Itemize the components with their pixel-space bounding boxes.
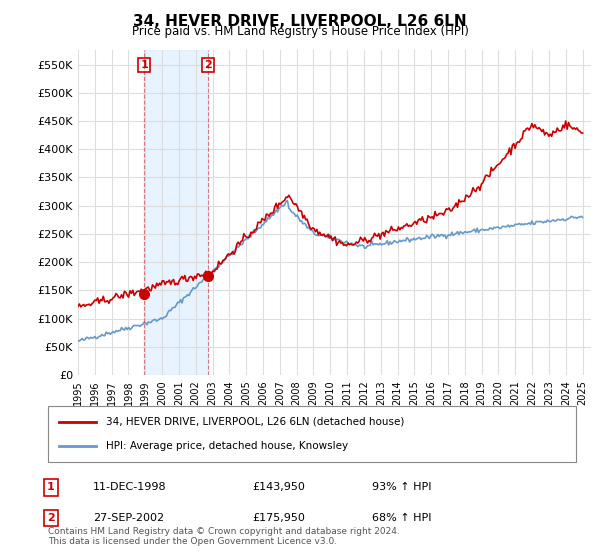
Text: 34, HEVER DRIVE, LIVERPOOL, L26 6LN (detached house): 34, HEVER DRIVE, LIVERPOOL, L26 6LN (det…: [106, 417, 404, 427]
Text: 2: 2: [47, 513, 55, 523]
Text: Contains HM Land Registry data © Crown copyright and database right 2024.
This d: Contains HM Land Registry data © Crown c…: [48, 526, 400, 546]
Text: 2: 2: [205, 60, 212, 70]
Text: £143,950: £143,950: [252, 482, 305, 492]
FancyBboxPatch shape: [48, 406, 576, 462]
Text: HPI: Average price, detached house, Knowsley: HPI: Average price, detached house, Know…: [106, 441, 348, 451]
Text: 34, HEVER DRIVE, LIVERPOOL, L26 6LN: 34, HEVER DRIVE, LIVERPOOL, L26 6LN: [133, 14, 467, 29]
Text: 1: 1: [47, 482, 55, 492]
Text: 11-DEC-1998: 11-DEC-1998: [93, 482, 167, 492]
Bar: [144, 50, 208, 375]
Text: 93% ↑ HPI: 93% ↑ HPI: [372, 482, 431, 492]
Text: 1: 1: [140, 60, 148, 70]
Text: 68% ↑ HPI: 68% ↑ HPI: [372, 513, 431, 523]
Text: £175,950: £175,950: [252, 513, 305, 523]
Text: 27-SEP-2002: 27-SEP-2002: [93, 513, 164, 523]
Text: Price paid vs. HM Land Registry's House Price Index (HPI): Price paid vs. HM Land Registry's House …: [131, 25, 469, 38]
